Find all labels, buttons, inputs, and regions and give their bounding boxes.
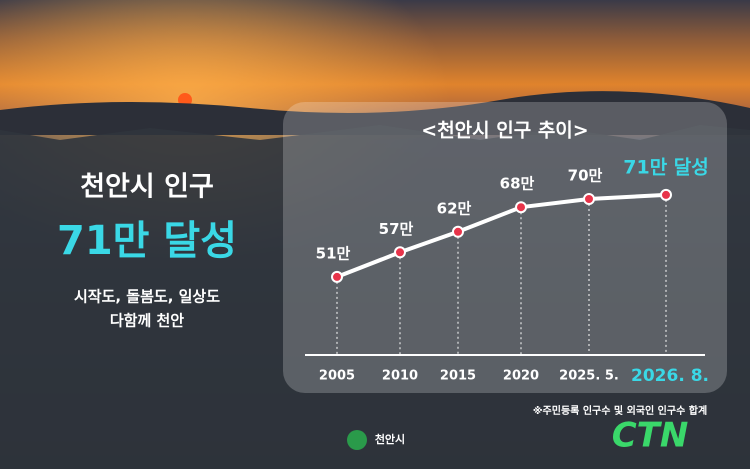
slogan: 다함께 천안 [110, 312, 184, 330]
city [0, 125, 750, 469]
x-tick-label: 2015 [440, 369, 476, 384]
chart-panel [283, 102, 727, 393]
mountains [0, 91, 750, 135]
value-label: 70만 [568, 167, 603, 185]
population-line [336, 192, 667, 279]
value-label: 57만 [379, 220, 414, 238]
footnote: ※주민등록 인구수 및 외국인 인구수 합계 [533, 404, 707, 417]
point [394, 246, 406, 259]
chart-title: <천안시 인구 추이> [421, 120, 588, 142]
value-label: 62만 [437, 199, 472, 217]
point [583, 193, 595, 205]
logo: 천안시 [375, 432, 405, 446]
x-tick-label: 2020 [503, 369, 539, 384]
x-tick-label: 2026. 8. [631, 366, 709, 386]
value-label: 71만 달성 [623, 156, 709, 178]
point [331, 270, 343, 283]
point [515, 201, 527, 214]
logo-icon [347, 430, 367, 450]
headline-highlight: 71만 달성 [57, 218, 237, 264]
x-tick-label: 2005 [319, 369, 355, 384]
point [660, 188, 672, 201]
value-label: 51만 [316, 244, 351, 262]
headline-title: 천안시 인구 [80, 172, 214, 203]
slogan: 시작도, 돌봄도, 일상도 [74, 288, 220, 306]
point [452, 225, 464, 238]
x-tick-label: 2025. 5. [559, 369, 619, 384]
value-label: 68만 [500, 175, 535, 193]
brand: CTN [612, 416, 689, 456]
x-tick-label: 2010 [382, 369, 418, 384]
